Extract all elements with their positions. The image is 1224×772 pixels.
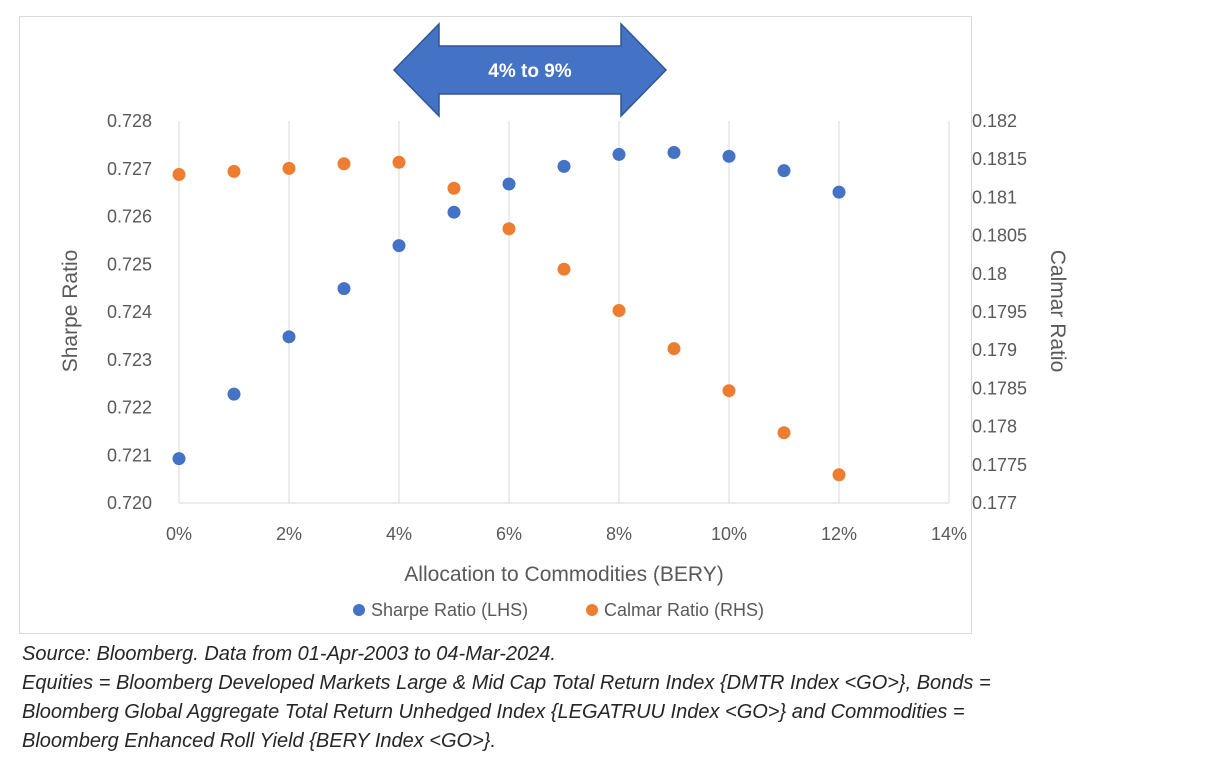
calmar-series bbox=[172, 155, 846, 482]
calmar-point bbox=[502, 222, 516, 236]
y-right-tick-label: 0.1785 bbox=[972, 378, 1027, 398]
y-right-axis-title: Calmar Ratio bbox=[1046, 250, 1069, 373]
x-tick-label: 8% bbox=[606, 524, 632, 544]
y-right-tick-label: 0.18 bbox=[972, 264, 1007, 284]
y-left-tick-label: 0.720 bbox=[107, 493, 152, 513]
sharpe-point bbox=[392, 239, 406, 253]
legend-label-sharpe: Sharpe Ratio (LHS) bbox=[371, 600, 528, 620]
legend-marker-sharpe bbox=[353, 604, 365, 616]
x-tick-label: 4% bbox=[386, 524, 412, 544]
x-tick-label: 2% bbox=[276, 524, 302, 544]
sharpe-point bbox=[777, 164, 791, 178]
calmar-point bbox=[557, 262, 571, 276]
sharpe-point bbox=[337, 282, 351, 296]
y-right-tick-label: 0.1795 bbox=[972, 302, 1027, 322]
legend: Sharpe Ratio (LHS) Calmar Ratio (RHS) bbox=[353, 600, 764, 620]
y-left-tick-label: 0.721 bbox=[107, 445, 152, 465]
calmar-point bbox=[172, 167, 186, 181]
sharpe-point bbox=[722, 149, 736, 163]
y-right-tick-label: 0.182 bbox=[972, 111, 1017, 131]
sharpe-point bbox=[612, 147, 626, 161]
scatter-chart: 0% 2% 4% 6% 8% 10% 12% 14% 0.720 0.721 0.722 0.723… bbox=[59, 22, 1069, 620]
source-line: Bloomberg Global Aggregate Total Return … bbox=[22, 701, 965, 723]
sharpe-point bbox=[447, 205, 461, 219]
calmar-point bbox=[227, 164, 241, 178]
y-right-tick-label: 0.177 bbox=[972, 493, 1017, 513]
x-axis-title: Allocation to Commodities (BERY) bbox=[404, 563, 723, 586]
sharpe-point bbox=[227, 387, 241, 401]
y-left-tick-label: 0.724 bbox=[107, 302, 152, 322]
range-double-arrow bbox=[392, 22, 668, 118]
calmar-point bbox=[612, 303, 626, 317]
y-right-tick-label: 0.181 bbox=[972, 187, 1017, 207]
sharpe-point bbox=[832, 185, 846, 199]
calmar-point bbox=[392, 155, 406, 169]
y-left-tick-label: 0.726 bbox=[107, 207, 152, 227]
x-tick-label: 10% bbox=[711, 524, 747, 544]
y-right-tick-label: 0.1815 bbox=[972, 149, 1027, 169]
x-tick-label: 14% bbox=[931, 524, 967, 544]
x-tick-label: 6% bbox=[496, 524, 522, 544]
gridlines bbox=[178, 121, 950, 503]
range-label: 4% to 9% bbox=[488, 61, 572, 82]
y-right-tick-label: 0.179 bbox=[972, 340, 1017, 360]
y-left-tick-label: 0.728 bbox=[107, 111, 152, 131]
y-right-tick-label: 0.1775 bbox=[972, 455, 1027, 475]
legend-marker-calmar bbox=[586, 604, 598, 616]
y-left-tick-label: 0.723 bbox=[107, 350, 152, 370]
y-left-tick-label: 0.727 bbox=[107, 159, 152, 179]
y-left-axis-title: Sharpe Ratio bbox=[59, 250, 82, 373]
y-right-tick-labels: 0.177 0.1775 0.178 0.1785 0.179 0.1795 0.18 0.1… bbox=[972, 111, 1027, 513]
source-note: Source: Bloomberg. Data from 01-Apr-2003… bbox=[22, 640, 1217, 756]
y-left-tick-label: 0.722 bbox=[107, 398, 152, 418]
y-right-tick-label: 0.1805 bbox=[972, 226, 1027, 246]
calmar-point bbox=[832, 468, 846, 482]
legend-label-calmar: Calmar Ratio (RHS) bbox=[604, 600, 764, 620]
y-right-tick-label: 0.178 bbox=[972, 417, 1017, 437]
y-left-tick-label: 0.725 bbox=[107, 254, 152, 274]
source-line: Source: Bloomberg. Data from 01-Apr-2003… bbox=[22, 643, 556, 665]
calmar-point bbox=[337, 157, 351, 171]
sharpe-point bbox=[667, 146, 681, 160]
source-line: Bloomberg Enhanced Roll Yield {BERY Inde… bbox=[22, 730, 497, 752]
chart-frame bbox=[19, 16, 972, 634]
sharpe-point bbox=[557, 159, 571, 173]
x-tick-labels: 0% 2% 4% 6% 8% 10% 12% 14% bbox=[166, 524, 967, 544]
calmar-point bbox=[282, 161, 296, 175]
calmar-point bbox=[667, 342, 681, 356]
range-annotation: 4% to 9% bbox=[392, 22, 668, 118]
calmar-point bbox=[777, 426, 791, 440]
sharpe-point bbox=[172, 452, 186, 466]
calmar-point bbox=[722, 384, 736, 398]
source-line: Equities = Bloomberg Developed Markets L… bbox=[22, 672, 991, 694]
sharpe-point bbox=[282, 330, 296, 344]
sharpe-point bbox=[502, 177, 516, 191]
y-left-tick-labels: 0.720 0.721 0.722 0.723 0.724 0.725 0.726 0.727… bbox=[107, 111, 152, 513]
sharpe-series bbox=[172, 146, 846, 466]
x-tick-label: 12% bbox=[821, 524, 857, 544]
x-tick-label: 0% bbox=[166, 524, 192, 544]
calmar-point bbox=[447, 181, 461, 195]
